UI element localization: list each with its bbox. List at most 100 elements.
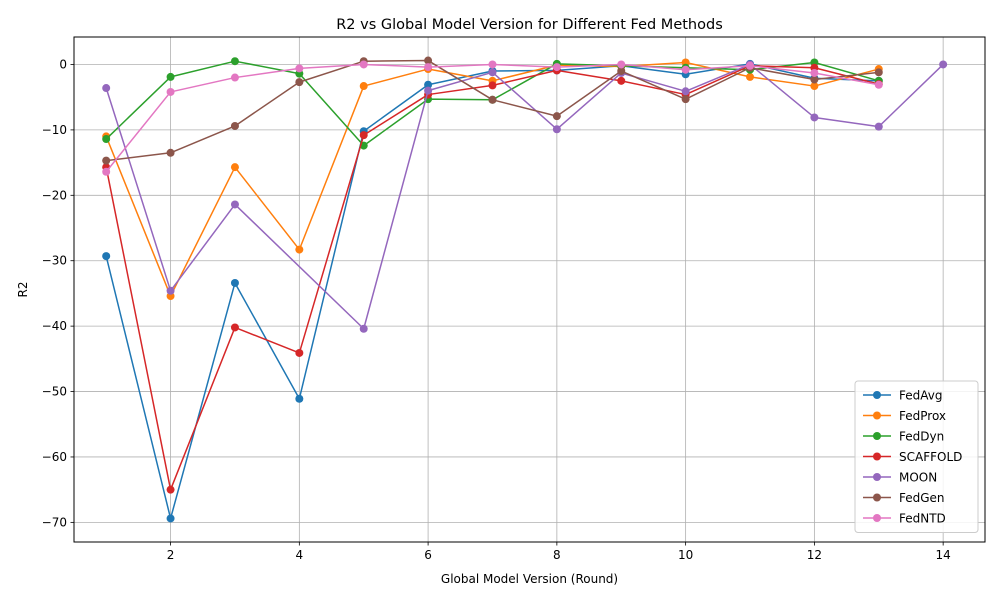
data-point-fedntd [424,63,433,72]
data-point-fedntd [488,60,497,69]
data-point-moon [681,87,690,96]
chart-title: R2 vs Global Model Version for Different… [336,17,723,33]
data-point-fedntd [617,60,626,69]
data-point-fedavg [295,394,304,403]
data-point-fedavg [102,252,111,261]
data-point-fedntd [230,73,239,82]
data-point-fedntd [552,63,561,72]
legend-marker-fedgen [873,493,881,502]
data-point-fedgen [617,67,626,76]
legend-marker-moon [873,473,881,481]
data-point-fedntd [359,60,368,69]
legend-label-scaffold: SCAFFOLD [899,450,962,464]
x-tick-label: 6 [424,548,432,562]
y-tick-label: −60 [42,450,67,464]
data-point-scaffold [295,348,304,357]
data-point-fedavg [230,278,239,287]
data-point-fedgen [424,56,433,65]
data-point-moon [874,122,883,131]
data-point-fedntd [166,87,175,96]
y-tick-label: 0 [59,57,67,71]
y-axis-label: R2 [16,282,30,298]
legend-label-fedgen: FedGen [899,491,945,505]
data-point-fedprox [810,82,819,91]
legend-item-moon: MOON [863,471,937,485]
legend-label-fedavg: FedAvg [899,389,942,403]
y-tick-label: −30 [42,254,67,268]
y-tick-label: −70 [42,515,67,529]
data-point-scaffold [230,323,239,332]
series-lines [102,56,948,523]
data-point-fedntd [810,68,819,77]
data-point-fedprox [359,82,368,91]
series-fedntd [102,60,883,176]
legend-item-fedavg: FedAvg [863,389,942,403]
data-point-moon [939,60,948,69]
data-point-fedgen [230,121,239,130]
data-point-moon [102,84,111,93]
x-tick-label: 2 [167,548,175,562]
data-point-moon [810,113,819,122]
data-point-feddyn [166,72,175,81]
legend-marker-fedavg [873,391,881,399]
data-point-fedavg [166,514,175,523]
x-tick-label: 8 [553,548,561,562]
y-tick-label: −10 [42,123,67,137]
data-point-feddyn [102,135,111,144]
x-tick-label: 4 [296,548,304,562]
data-point-feddyn [230,57,239,66]
data-point-moon [359,324,368,333]
data-point-fedgen [810,75,819,84]
y-tick-label: −50 [42,385,67,399]
data-point-fedprox [230,163,239,172]
legend-marker-feddyn [873,432,881,440]
x-tick-label: 14 [936,548,951,562]
legend-marker-scaffold [873,452,881,461]
axes: 2 4 6 8 10 12 14 −70 −60 −50 −40 −30 −20 −10 0 [42,57,951,562]
data-point-fedgen [488,95,497,104]
x-tick-label: 10 [678,548,693,562]
legend-item-fedprox: FedProx [863,409,946,423]
data-point-fedntd [746,61,755,70]
data-point-fedprox [746,72,755,81]
legend-box [854,380,979,533]
plot-frame [73,36,986,543]
y-tick-label: −40 [42,319,67,333]
data-point-scaffold [166,485,175,494]
x-tick-label: 12 [807,548,822,562]
legend-label-feddyn: FedDyn [899,430,944,444]
data-point-moon [230,200,239,209]
data-point-moon [488,68,497,77]
data-point-fedntd [295,64,304,73]
legend-item-feddyn: FedDyn [863,430,944,444]
legend: FedAvg FedProx FedDyn SCAFFOLD MOON FedGen Fed… [854,380,979,533]
y-tick-label: −20 [42,188,67,202]
legend-label-moon: MOON [899,471,937,485]
data-point-scaffold [617,76,626,85]
data-point-fedgen [166,148,175,157]
data-point-scaffold [488,81,497,90]
x-axis-label: Global Model Version (Round) [441,572,618,586]
legend-item-fedgen: FedGen [863,491,945,505]
data-point-moon [552,125,561,134]
legend-marker-fedntd [873,514,881,522]
legend-item-fedntd: FedNTD [863,512,946,526]
data-point-moon [424,86,433,95]
data-point-fedntd [102,167,111,176]
data-point-scaffold [359,131,368,140]
legend-label-fedprox: FedProx [899,409,946,423]
legend-item-scaffold: SCAFFOLD [863,450,962,464]
data-point-moon [166,286,175,295]
data-point-fedgen [295,78,304,87]
legend-label-fedntd: FedNTD [899,512,946,526]
data-point-fedprox [295,245,304,254]
data-point-fedgen [874,68,883,77]
data-point-fedgen [102,156,111,165]
data-point-fedntd [681,65,690,74]
data-point-fedgen [552,112,561,121]
legend-marker-fedprox [873,411,881,420]
data-point-fedgen [681,95,690,104]
data-point-fedavg [424,80,433,89]
